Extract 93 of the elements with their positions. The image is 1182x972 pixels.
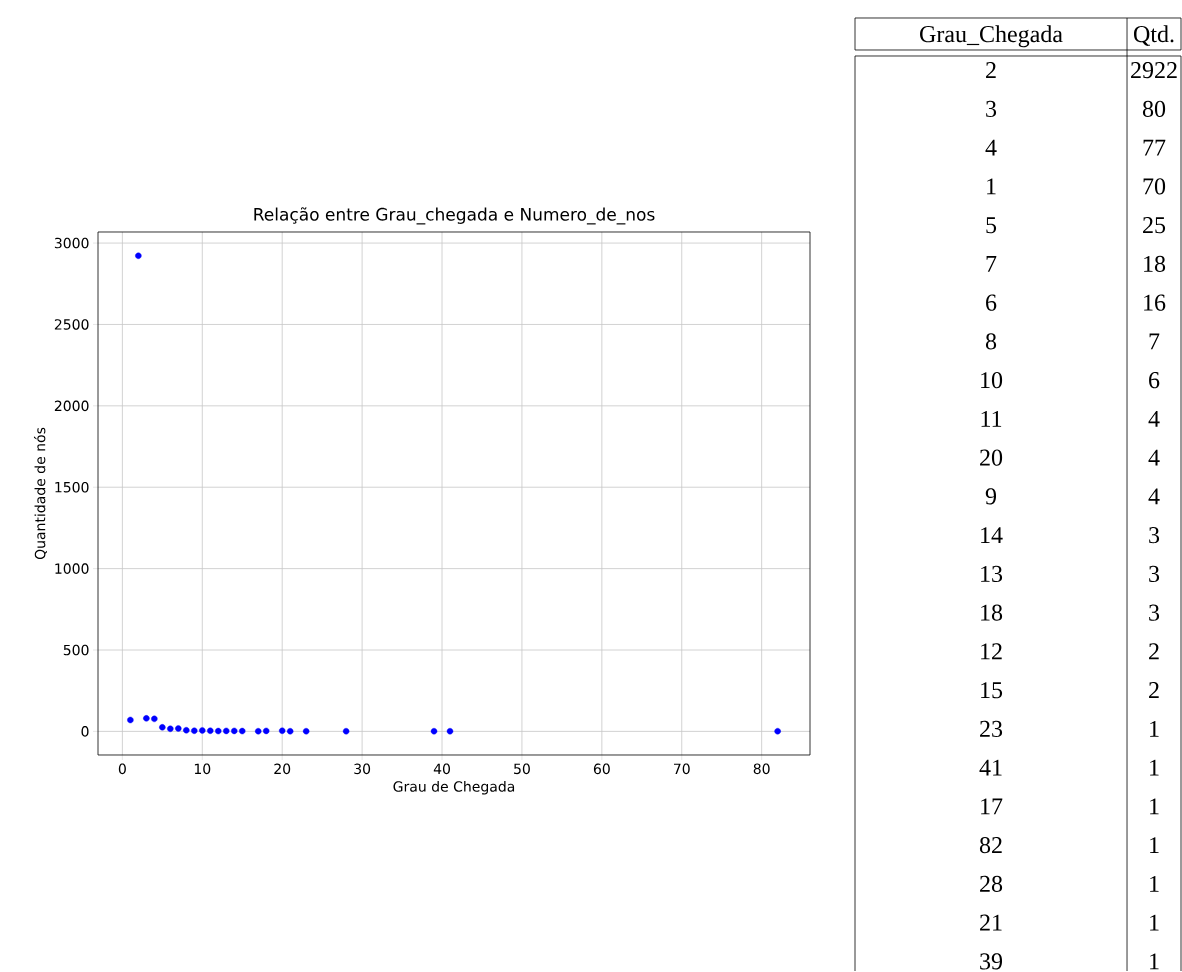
- text: 11: [981, 410, 1002, 427]
- text: 41: [979, 759, 1002, 776]
- point: [183, 727, 190, 734]
- x-tick-label: 60: [593, 763, 610, 775]
- point: [223, 727, 230, 735]
- x-tick-label: 50: [514, 763, 530, 775]
- point: [279, 727, 286, 734]
- text: 4: [985, 139, 997, 156]
- text: 2922: [1131, 62, 1177, 79]
- text: 14: [981, 527, 1003, 543]
- text: 5: [986, 217, 997, 234]
- text: 3: [1149, 565, 1160, 582]
- text: 1: [1150, 875, 1159, 892]
- point: [342, 728, 350, 735]
- chart-title: Relação entre Grau_chegada e Numero_de_nos: [254, 207, 655, 225]
- text: 1: [1150, 953, 1159, 970]
- x-axis-title: Grau de Chegada: [393, 780, 515, 795]
- x-tick-label: 0: [118, 763, 126, 775]
- point: [231, 727, 238, 735]
- text: 39: [980, 953, 1003, 970]
- y-tick-label: 2500: [54, 319, 89, 330]
- text: 70: [1143, 178, 1166, 195]
- text: 9: [985, 488, 997, 505]
- text: 7: [986, 256, 997, 272]
- point: [175, 725, 182, 732]
- point: [239, 727, 246, 735]
- text: 4: [1148, 488, 1160, 505]
- x-tick-label: 80: [753, 763, 770, 775]
- point: [430, 728, 438, 735]
- point: [199, 727, 206, 734]
- text: 1: [1150, 759, 1159, 776]
- text: 8: [985, 333, 997, 350]
- text: Qtd.: [1134, 25, 1174, 46]
- y-tick-label: 500: [63, 644, 89, 656]
- text: 1: [1150, 798, 1159, 815]
- text: 12: [981, 643, 1002, 660]
- text: 13: [981, 565, 1003, 582]
- text: 4: [1148, 449, 1160, 466]
- text: 18: [1144, 255, 1166, 272]
- text: 77: [1143, 139, 1166, 156]
- text: 17: [981, 798, 1003, 815]
- x-tick-label: 10: [194, 763, 211, 775]
- point: [159, 724, 166, 731]
- text: 23: [980, 720, 1003, 737]
- text: 1: [1150, 720, 1159, 737]
- text: 3: [1149, 527, 1160, 544]
- text: 1: [987, 178, 996, 195]
- point: [167, 725, 174, 732]
- text: 2: [986, 62, 996, 78]
- text: 7: [1149, 333, 1160, 350]
- y-axis-title: Quantidade de nós: [33, 427, 47, 560]
- text: 18: [981, 604, 1003, 621]
- y-tick-label: 2000: [54, 400, 89, 412]
- x-tick-label: 20: [274, 763, 291, 775]
- text: 2: [1149, 643, 1159, 660]
- text: Grau_Chegada: [920, 25, 1063, 48]
- point: [446, 728, 454, 735]
- point: [215, 727, 222, 735]
- point: [263, 727, 270, 735]
- point: [302, 728, 310, 735]
- y-tick-label: 1500: [55, 481, 89, 493]
- text: 6: [1149, 372, 1160, 389]
- text: 4: [1148, 410, 1160, 427]
- text: 15: [981, 682, 1003, 699]
- point: [286, 728, 294, 735]
- text: 3: [1149, 604, 1160, 621]
- text: 1: [1150, 837, 1159, 853]
- point: [774, 728, 781, 735]
- x-tick-label: 40: [433, 763, 450, 775]
- point: [143, 715, 150, 722]
- text: 80: [1142, 100, 1166, 117]
- text: 82: [979, 837, 1002, 854]
- y-tick-label: 1000: [55, 563, 89, 574]
- text: 2: [1149, 682, 1159, 698]
- y-tick-label: 0: [81, 726, 89, 737]
- text: 25: [1143, 217, 1166, 234]
- text: 10: [981, 372, 1003, 389]
- text: 20: [980, 449, 1003, 466]
- text: 21: [980, 914, 1002, 931]
- y-tick-label: 3000: [54, 237, 89, 249]
- point: [127, 716, 134, 724]
- text: 6: [986, 294, 997, 311]
- point: [151, 715, 158, 723]
- x-tick-label: 30: [354, 763, 371, 775]
- text: 1: [1150, 914, 1159, 931]
- text: 3: [986, 100, 997, 117]
- point: [207, 727, 214, 734]
- point: [255, 728, 262, 735]
- text: 16: [1144, 294, 1166, 311]
- x-tick-label: 70: [673, 763, 690, 775]
- text: 28: [980, 875, 1003, 892]
- point: [191, 727, 198, 734]
- point: [135, 252, 142, 259]
